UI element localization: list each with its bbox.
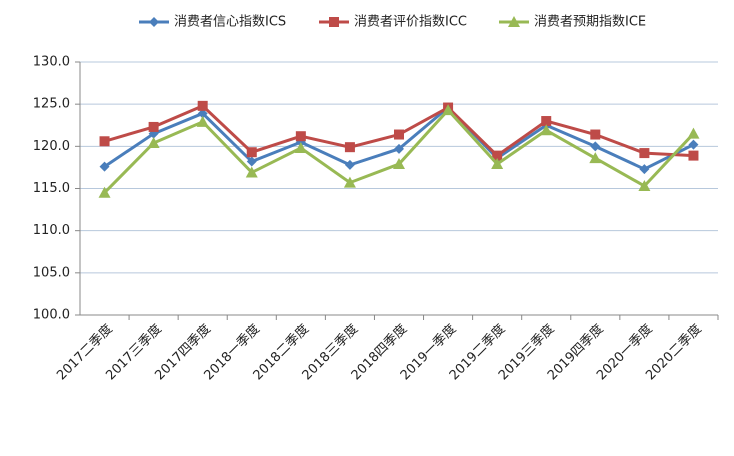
data-point [98,186,111,198]
data-point [196,115,209,127]
data-point [491,158,504,170]
data-point [687,127,700,139]
y-tick-label: 105.0 [33,265,70,280]
data-point [393,158,405,170]
data-point [688,150,699,161]
data-point [99,161,110,172]
data-point [246,156,257,167]
data-point [245,166,258,178]
y-tick-label: 100.0 [33,308,70,323]
data-point [246,147,257,158]
y-tick-label: 125.0 [33,97,70,112]
y-tick-label: 120.0 [33,139,70,154]
data-point [492,150,503,161]
data-point [541,116,552,127]
data-point [344,159,355,170]
data-point [394,143,404,154]
legend-label: 消费者评价指数ICC [354,15,467,30]
legend-marker [329,17,339,27]
data-point [540,124,553,136]
legend-marker [508,16,520,27]
data-point [197,108,208,119]
data-point [295,131,306,142]
data-point [294,142,307,154]
y-tick-label: 115.0 [33,181,70,196]
data-point [590,129,601,140]
legend-marker [149,17,159,27]
data-point [343,176,356,188]
data-point [99,136,110,147]
data-point [394,129,404,140]
data-point [147,136,160,148]
data-point [590,141,601,152]
data-point [197,100,208,111]
data-point [589,152,602,164]
legend-label: 消费者信心指数ICS [174,15,286,30]
data-point [639,164,650,175]
data-point [442,104,455,116]
legend-label: 消费者预期指数ICE [534,15,646,30]
data-point [344,142,355,153]
data-point [148,121,159,132]
data-point [688,139,699,150]
data-point [638,179,651,191]
y-tick-label: 110.0 [33,223,70,238]
data-point [639,148,650,159]
y-tick-label: 130.0 [33,55,70,70]
